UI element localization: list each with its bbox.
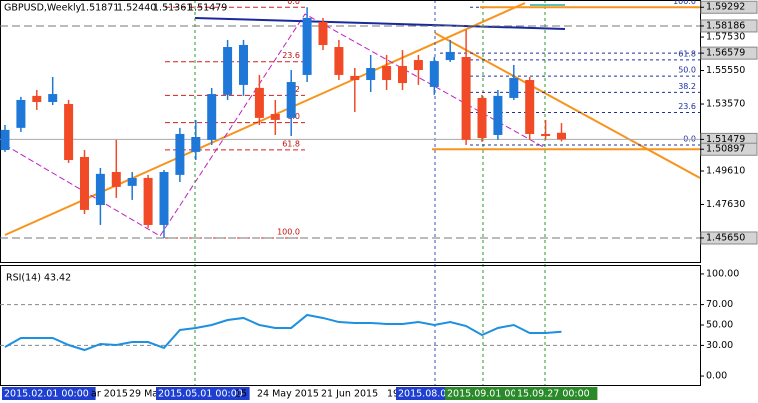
- candle-body: [429, 61, 439, 87]
- y-tick-label: 1.55550: [706, 65, 745, 76]
- candle-body: [159, 172, 169, 225]
- fib-label: 50.0: [678, 66, 696, 75]
- candle-body: [143, 177, 153, 225]
- fib-label: 61.8: [678, 49, 696, 58]
- candle-body: [32, 95, 42, 102]
- x-tick-label: 15: [235, 389, 247, 400]
- header-value: 1.51361: [153, 3, 192, 14]
- candle-body: [16, 99, 26, 128]
- fib-label: 61.8: [282, 139, 300, 148]
- fib-label: 100.0: [673, 0, 696, 6]
- candle-body: [366, 67, 376, 81]
- candle-body: [95, 173, 105, 205]
- x-label-box: [156, 387, 250, 400]
- candle-body: [525, 80, 535, 134]
- x-tick-label: 2015.08.09: [398, 389, 452, 400]
- x-tick-label: ar 2015: [91, 389, 128, 400]
- candle-body: [398, 65, 407, 84]
- candle-body: [445, 51, 455, 61]
- candle-body: [413, 60, 423, 71]
- y-tick-label: 1.49610: [706, 166, 745, 177]
- x-tick-label: 2015.02.01 00:00: [4, 389, 89, 400]
- candle-body: [0, 129, 10, 151]
- level-label: 1.59292: [706, 2, 745, 13]
- x-label-box: [515, 387, 598, 400]
- y-tick-label: 1.57530: [706, 32, 745, 43]
- candle-body: [127, 177, 137, 186]
- x-tick-label: 19: [387, 389, 399, 400]
- y-tick-label: 0.00: [706, 371, 727, 382]
- fib-label: 0.0: [287, 0, 300, 6]
- y-tick-label: 70.00: [706, 299, 733, 310]
- header-value: 1.51479: [188, 3, 227, 14]
- x-tick-label: 24 May 2015: [257, 389, 319, 400]
- fib-label: 2: [295, 85, 300, 94]
- x-tick-label: 2015.05.01 00:00: [158, 389, 243, 400]
- rsi-line: [4, 313, 562, 352]
- candle-body: [318, 21, 328, 45]
- candle-body: [509, 77, 519, 98]
- candle-body: [493, 95, 503, 135]
- candle-body: [541, 133, 551, 136]
- y-tick-label: 50.00: [706, 320, 733, 331]
- x-label-box: [2, 387, 96, 400]
- candle-body: [350, 75, 360, 81]
- x-tick-label: 21 Jun 2015: [321, 389, 378, 400]
- x-tick-label: 2015.09.01 00:00: [447, 389, 532, 400]
- level-label: 1.56579: [706, 48, 745, 59]
- candle-body: [111, 172, 121, 187]
- level-label: 1.51479: [706, 134, 745, 145]
- candle-body: [48, 94, 58, 102]
- candle-body: [64, 104, 74, 161]
- candle-body: [254, 87, 264, 118]
- candle-body: [477, 97, 487, 139]
- y-tick-label: 1.53570: [706, 99, 745, 110]
- candle-body: [334, 47, 344, 75]
- chart-header: GBPUSD,Weekly: [4, 3, 82, 14]
- candle-body: [557, 132, 566, 140]
- y-tick-label: 1.47630: [706, 199, 745, 210]
- candle-body: [302, 17, 312, 75]
- x-tick-label: 29 Ma: [129, 389, 158, 400]
- level-label: 1.50897: [706, 144, 745, 155]
- fib-label: 23.6: [678, 102, 696, 111]
- candle-body: [223, 47, 233, 95]
- candle-body: [80, 156, 89, 210]
- x-label-box: [396, 387, 456, 400]
- candle-body: [270, 114, 280, 120]
- y-tick-label: 100.00: [706, 268, 739, 279]
- x-tick-label: 15.09.27 00:00: [517, 389, 590, 400]
- level-label: 1.45650: [706, 232, 745, 243]
- candle-body: [461, 57, 471, 140]
- trend-line: [434, 32, 701, 179]
- candle-body: [239, 44, 248, 85]
- candle-body: [207, 94, 217, 140]
- candle-body: [382, 65, 392, 81]
- fib-label: 23.6: [282, 51, 300, 60]
- rsi-title: RSI(14) 43.42: [6, 273, 71, 284]
- candle-body: [191, 137, 201, 152]
- y-tick-label: 30.00: [706, 340, 733, 351]
- candle-body: [286, 82, 296, 118]
- header-value: 1.52440: [117, 3, 156, 14]
- candle-body: [175, 133, 185, 175]
- fib-label: 38.2: [678, 82, 696, 91]
- fib-label: 100.0: [277, 227, 300, 236]
- header-value: 1.51871: [80, 3, 119, 14]
- ma-line: [194, 17, 566, 30]
- level-label: 1.58186: [706, 20, 745, 31]
